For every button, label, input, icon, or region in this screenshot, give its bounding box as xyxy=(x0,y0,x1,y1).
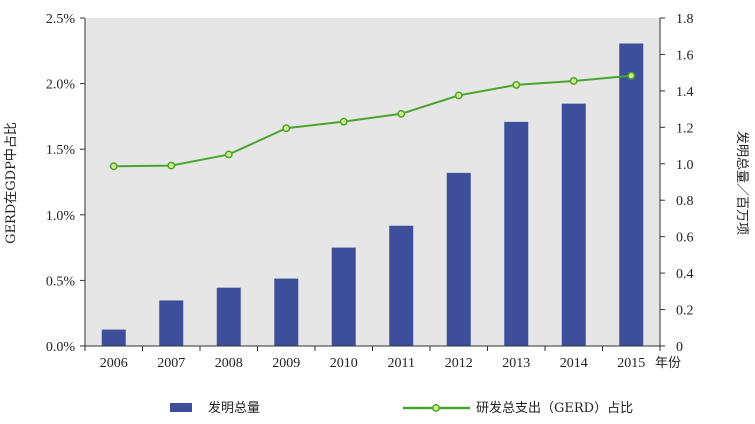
x-tick-label: 2013 xyxy=(502,356,530,371)
left-tick-label: 1.5% xyxy=(46,143,76,158)
gerd-line xyxy=(113,74,632,168)
bar-2011 xyxy=(389,225,414,346)
right-tick-label: 0.4 xyxy=(676,267,694,282)
line-series xyxy=(109,71,636,171)
x-tick-label: 2008 xyxy=(215,356,243,371)
bar-series xyxy=(101,43,644,347)
right-tick-label: 1.4 xyxy=(676,85,694,100)
bar-2015 xyxy=(619,43,644,347)
legend: 发明总量 研发总支出（GERD）占比 xyxy=(170,400,633,416)
x-axis-ticks: 2006 2007 2008 2009 2010 2011 2012 2013 2014 2015 xyxy=(84,346,661,371)
bar-2008 xyxy=(216,287,241,346)
point-2010 xyxy=(339,117,348,126)
point-2011 xyxy=(397,109,406,118)
legend-label-bar: 发明总量 xyxy=(208,400,260,416)
x-tick-label: 2007 xyxy=(157,356,185,371)
bar-2014 xyxy=(561,103,586,347)
point-2012 xyxy=(454,91,463,100)
x-tick-label: 2014 xyxy=(560,356,588,371)
right-tick-label: 1.2 xyxy=(676,121,694,136)
bar-2009 xyxy=(274,278,299,346)
right-tick-label: 0.2 xyxy=(676,304,694,319)
legend-swatch-marker xyxy=(432,404,440,412)
left-tick-label: 1.0% xyxy=(46,209,76,224)
x-tick-label: 2012 xyxy=(445,356,473,371)
right-tick-label: 0.8 xyxy=(676,194,694,209)
bar-2013 xyxy=(504,121,529,346)
left-axis-ticks: 0.0% 0.5% 1.0% 1.5% 2.0% 2.5% xyxy=(46,12,85,355)
x-tick-label: 2011 xyxy=(388,356,415,371)
left-tick-label: 2.0% xyxy=(46,78,76,93)
left-axis-title: GERD在GDP中占比 xyxy=(4,122,19,244)
x-tick-label: 2010 xyxy=(330,356,358,371)
point-2006 xyxy=(109,162,118,171)
right-tick-label: 1.0 xyxy=(676,158,694,173)
right-tick-label: 0 xyxy=(676,340,683,355)
point-2014 xyxy=(569,77,578,85)
point-2013 xyxy=(512,80,521,89)
right-tick-label: 1.6 xyxy=(676,48,694,63)
x-tick-label: 2006 xyxy=(100,356,128,371)
bar-2012 xyxy=(446,172,471,346)
x-tick-label: 2009 xyxy=(272,356,300,371)
point-2009 xyxy=(282,124,291,133)
point-2007 xyxy=(167,161,176,170)
right-axis-title: 发明总量／百万项 xyxy=(734,131,750,235)
point-2008 xyxy=(224,150,233,159)
bar-2006 xyxy=(101,329,126,346)
x-tick-label: 2015 xyxy=(617,356,645,371)
right-axis-ticks: 0 0.2 0.4 0.6 0.8 1.0 1.2 1.4 1.6 1.8 xyxy=(660,12,694,355)
legend-swatch-bar xyxy=(170,403,192,412)
right-tick-label: 1.8 xyxy=(676,12,694,27)
point-2015 xyxy=(627,71,636,80)
bar-2007 xyxy=(159,300,184,346)
left-tick-label: 0.0% xyxy=(46,340,76,355)
bar-2010 xyxy=(331,247,356,346)
right-tick-label: 0.6 xyxy=(676,231,694,246)
x-axis-unit-label: 年份 xyxy=(655,356,681,371)
legend-label-line: 研发总支出（GERD）占比 xyxy=(476,400,633,416)
left-tick-label: 0.5% xyxy=(46,274,76,289)
left-tick-label: 2.5% xyxy=(46,12,76,27)
